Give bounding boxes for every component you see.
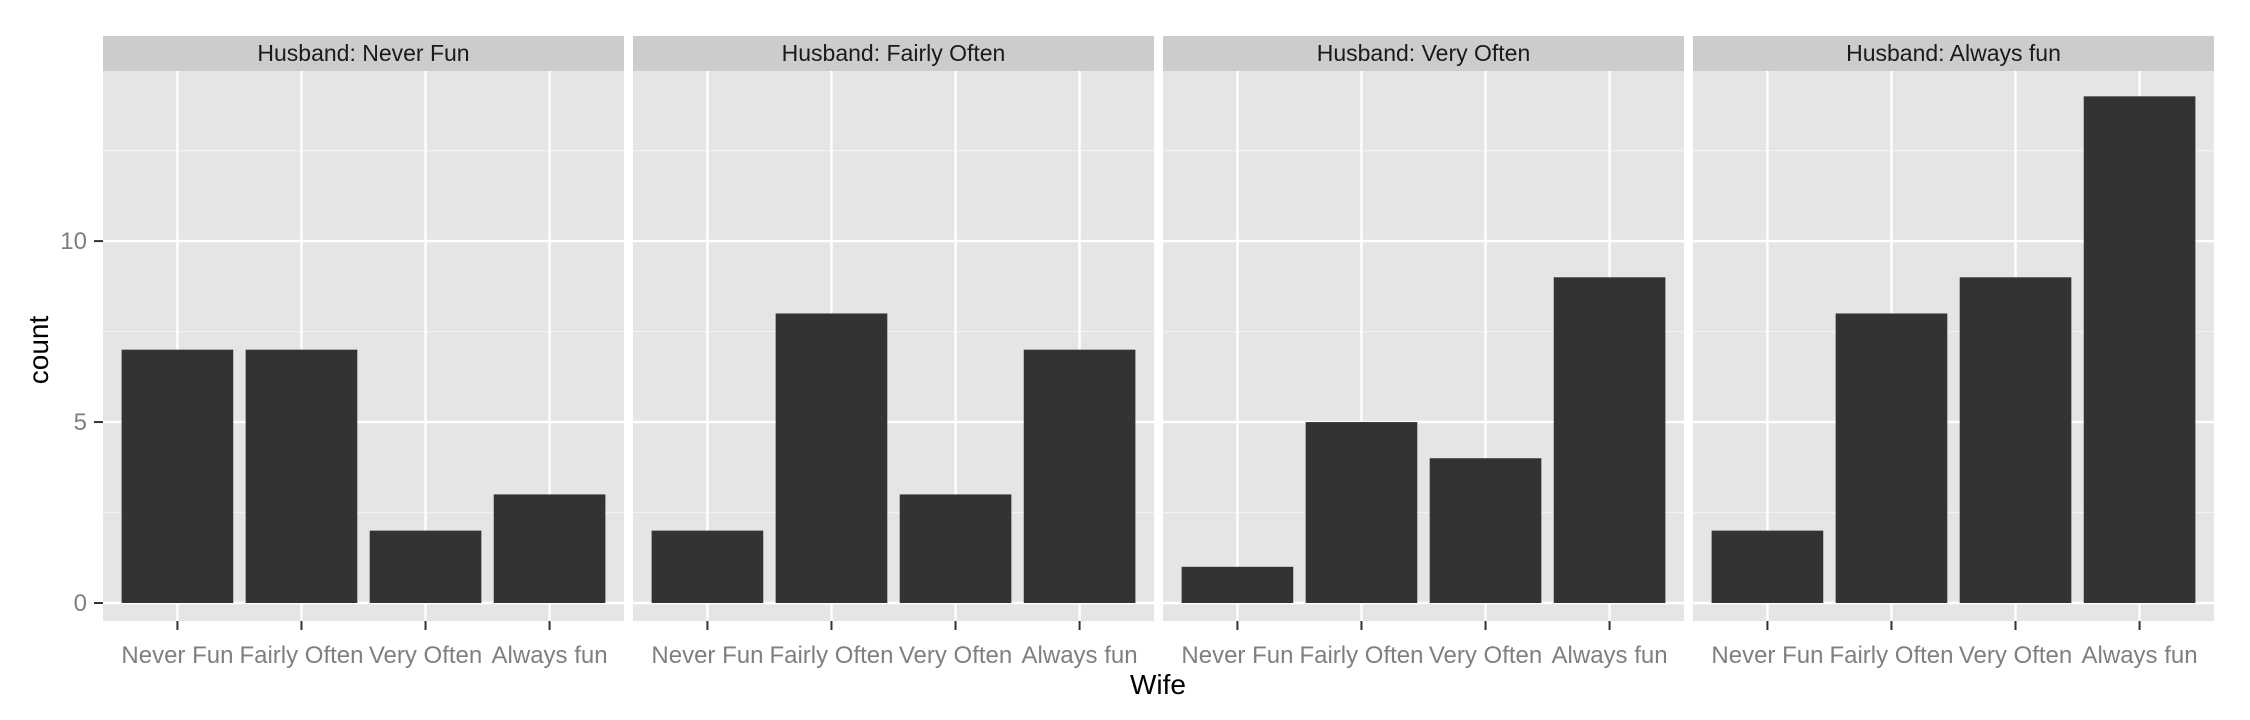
bar: [1429, 458, 1542, 603]
y-tick-label: 0: [74, 590, 87, 617]
x-tick-label: Never Fun: [121, 642, 233, 669]
x-tick-label: Never Fun: [1711, 642, 1823, 669]
bar: [1181, 566, 1294, 603]
facet-strip-label: Husband: Never Fun: [257, 40, 469, 66]
x-tick-label: Fairly Often: [239, 642, 363, 669]
facet-strip-label: Husband: Very Often: [1317, 40, 1531, 66]
x-tick-label: Always fun: [1022, 642, 1138, 669]
bar: [121, 349, 234, 603]
bar: [899, 494, 1012, 603]
x-tick-label: Never Fun: [1181, 642, 1293, 669]
bar: [1023, 349, 1136, 603]
x-tick-label: Fairly Often: [1829, 642, 1953, 669]
x-tick-label: Fairly Often: [769, 642, 893, 669]
x-tick-label: Always fun: [492, 642, 608, 669]
bar: [1711, 530, 1824, 603]
facet-strip: [633, 36, 1154, 71]
bar: [1959, 277, 2072, 603]
facet-strip: [1693, 36, 2214, 71]
bar: [2083, 96, 2196, 603]
bar: [775, 313, 888, 603]
facet-strip-label: Husband: Fairly Often: [782, 40, 1006, 66]
bar: [245, 349, 358, 603]
x-tick-label: Always fun: [1552, 642, 1668, 669]
bar: [369, 530, 482, 603]
facet-panel: Husband: Never Fun Never Fun Fairly Often V…: [103, 36, 624, 669]
facet-strip-label: Husband: Always fun: [1846, 40, 2061, 66]
facet-panel: Husband: Fairly Often Never Fun Fairly Oft…: [633, 36, 1154, 669]
facet-panel: Husband: Always fun Never Fun Fairly Often…: [1693, 36, 2214, 669]
bar: [1553, 277, 1666, 603]
x-tick-label: Very Often: [1959, 642, 2072, 669]
x-axis-title: Wife: [1130, 669, 1186, 700]
y-axis: 0 5 10: [60, 228, 103, 617]
bar: [651, 530, 764, 603]
bar: [493, 494, 606, 603]
x-tick-label: Very Often: [899, 642, 1012, 669]
x-tick-label: Always fun: [2082, 642, 2198, 669]
x-tick-label: Never Fun: [651, 642, 763, 669]
bar: [1305, 422, 1418, 603]
y-tick-label: 10: [60, 228, 87, 255]
facet-strip: [103, 36, 624, 71]
y-tick-label: 5: [74, 409, 87, 436]
x-tick-label: Very Often: [1429, 642, 1542, 669]
facet-panel: Husband: Very Often Never Fun Fairly Often…: [1163, 36, 1684, 669]
bar: [1835, 313, 1948, 603]
facet-strip: [1163, 36, 1684, 71]
y-axis-title: count: [23, 316, 54, 385]
x-tick-label: Fairly Often: [1299, 642, 1423, 669]
x-tick-label: Very Often: [369, 642, 482, 669]
